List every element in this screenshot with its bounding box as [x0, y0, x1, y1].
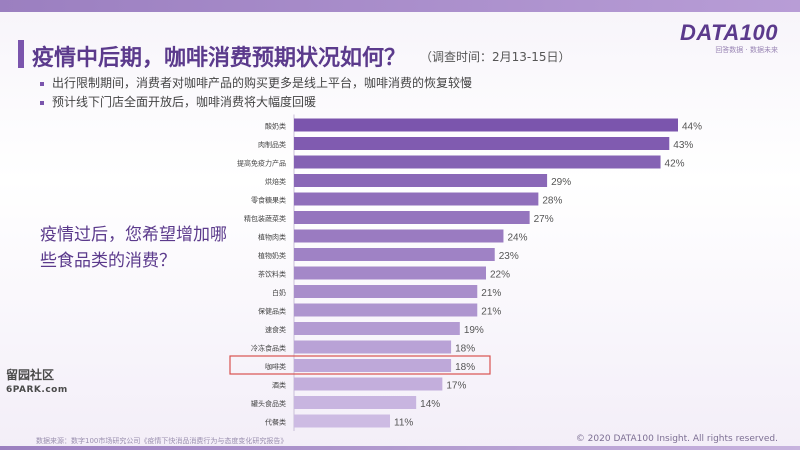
- logo-text: DATA100: [679, 20, 778, 45]
- category-label: 白奶: [272, 288, 286, 297]
- bar: [294, 285, 478, 298]
- category-label: 酸奶类: [265, 122, 286, 131]
- copyright-note: © 2020 DATA100 Insight. All rights reser…: [575, 434, 778, 444]
- source-note: 数据来源：数字100市场研究公司《疫情下快消品消费行为与态度变化研究报告》: [36, 437, 288, 445]
- watermark-line2: 6PARK.com: [6, 385, 68, 395]
- category-label: 冷冻食品类: [251, 344, 286, 353]
- bullet-dot-icon: [40, 81, 44, 86]
- value-label: 17%: [446, 381, 466, 392]
- bullet-item: 预计线下门店全面开放后，咖啡消费将大幅度回暖: [40, 93, 472, 112]
- watermark-stamp: 留园社区 6PARK.com: [6, 368, 68, 398]
- bar: [294, 118, 678, 132]
- value-label: 44%: [682, 122, 702, 133]
- bar: [294, 192, 539, 206]
- bar: [294, 340, 452, 354]
- bar: [294, 229, 504, 243]
- bar: [294, 303, 478, 317]
- category-label: 精包装蔬菜类: [244, 214, 286, 223]
- watermark-line1: 留园社区: [6, 368, 55, 382]
- value-label: 43%: [673, 140, 693, 151]
- bar: [294, 248, 495, 261]
- value-label: 23%: [499, 251, 519, 262]
- title-accent-bar: [18, 40, 24, 68]
- category-label: 烘焙类: [265, 177, 286, 186]
- brand-logo: DATA100 回答数据 · 数据未来: [680, 20, 778, 55]
- bar: [294, 211, 530, 224]
- top-decor-band: [0, 0, 800, 12]
- bar: [294, 137, 670, 150]
- bar: [294, 414, 390, 428]
- category-label: 保健品类: [258, 307, 286, 316]
- bar: [294, 359, 452, 372]
- category-label: 酒类: [272, 381, 286, 390]
- bottom-decor-band: [0, 446, 800, 450]
- value-label: 14%: [420, 399, 440, 410]
- value-label: 21%: [481, 288, 501, 299]
- logo-subtitle: 回答数据 · 数据未来: [715, 46, 778, 54]
- value-label: 19%: [464, 325, 484, 336]
- category-label: 肉制品类: [258, 140, 286, 149]
- category-label: 速食类: [265, 325, 286, 334]
- category-label: 零食糖果类: [251, 196, 286, 205]
- value-label: 29%: [551, 177, 571, 188]
- bullet-text: 预计线下门店全面开放后，咖啡消费将大幅度回暖: [52, 95, 317, 109]
- value-label: 21%: [481, 307, 501, 318]
- value-label: 22%: [490, 270, 510, 281]
- value-label: 24%: [507, 233, 527, 244]
- bullet-list: 出行限制期间，消费者对咖啡产品的购买更多是线上平台，咖啡消费的恢复较慢 预计线下…: [40, 74, 472, 112]
- bar: [294, 322, 460, 335]
- bullet-text: 出行限制期间，消费者对咖啡产品的购买更多是线上平台，咖啡消费的恢复较慢: [52, 76, 473, 90]
- category-label: 植物奶类: [258, 251, 286, 260]
- bar: [294, 377, 443, 391]
- category-label: 提高免疫力产品: [237, 159, 286, 168]
- category-label: 罐头食品类: [251, 399, 286, 408]
- value-label: 18%: [455, 344, 475, 355]
- value-label: 27%: [534, 214, 554, 225]
- bar: [294, 266, 486, 280]
- category-label: 代餐类: [265, 418, 286, 427]
- value-label: 42%: [665, 159, 685, 170]
- bar: [294, 155, 661, 169]
- bar: [294, 396, 417, 409]
- value-label: 18%: [455, 362, 475, 373]
- bar: [294, 174, 548, 187]
- category-label: 植物肉类: [258, 233, 286, 242]
- survey-time-note: （调查时间：2月13-15日）: [420, 50, 571, 64]
- bullet-item: 出行限制期间，消费者对咖啡产品的购买更多是线上平台，咖啡消费的恢复较慢: [40, 74, 472, 93]
- bullet-dot-icon: [40, 100, 44, 105]
- category-label: 茶饮料类: [258, 270, 286, 279]
- value-label: 11%: [394, 418, 413, 429]
- highlight-box: [229, 355, 491, 375]
- survey-question: 疫情过后，您希望增加哪些食品类的消费？: [40, 225, 227, 271]
- value-label: 28%: [542, 196, 562, 207]
- page-title: 疫情中后期，咖啡消费预期状况如何？: [32, 46, 407, 71]
- category-label: 咖啡类: [265, 362, 286, 371]
